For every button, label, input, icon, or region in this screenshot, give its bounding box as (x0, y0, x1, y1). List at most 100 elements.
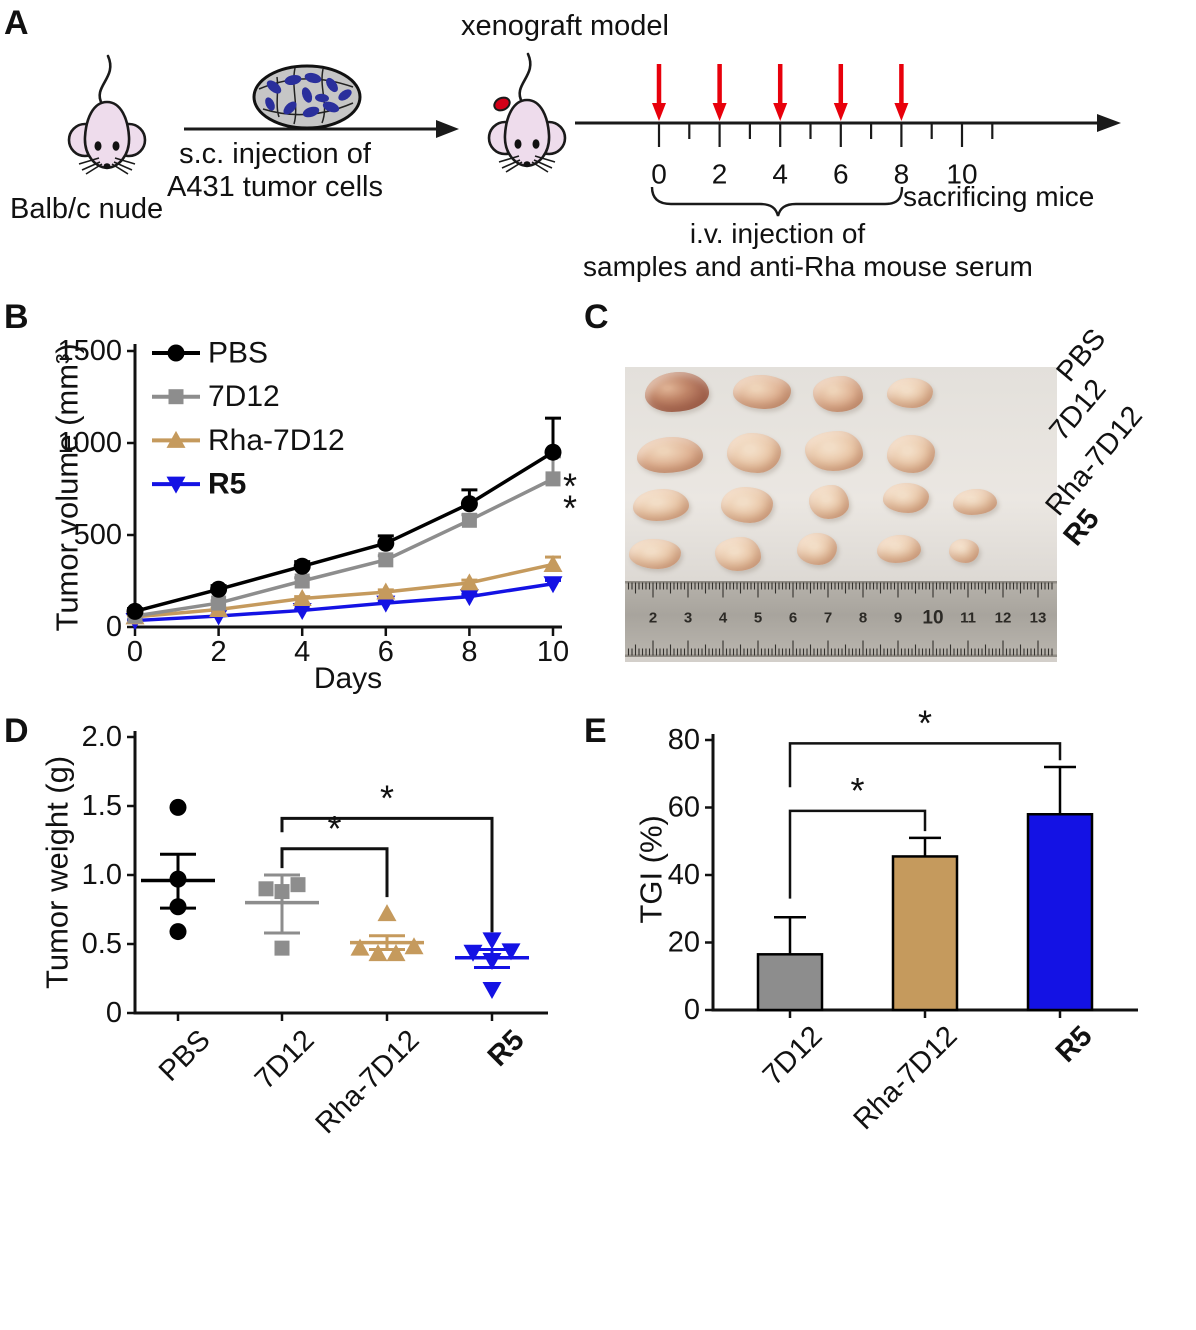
ruler-number: 3 (684, 610, 692, 627)
d-category-label-7D12: 7D12 (248, 1024, 321, 1096)
timeline-tick-label: 0 (651, 159, 667, 190)
y-tick-label: 0 (684, 994, 700, 1026)
legend-label: 7D12 (208, 380, 280, 413)
tgi-axis-title: TGI (%) (633, 815, 669, 924)
point-triangle-down (482, 982, 502, 1000)
axes (133, 731, 548, 1015)
tgi-chart: 0 20 40 60 80 * * (668, 702, 1138, 1026)
tumor-volume-axis-title: Tumor volume (mm³) (49, 343, 85, 632)
tumor (949, 539, 979, 563)
tumor-photo: 2 3 4 5 6 7 8 9 10 11 12 13 (625, 367, 1057, 662)
ruler-number: 9 (894, 610, 902, 627)
series-line-R5 (134, 582, 554, 623)
point-square (545, 471, 561, 487)
panel-label-a: A (4, 4, 29, 42)
significance-asterisk: * (327, 808, 341, 849)
tumor-cells-icon (252, 64, 362, 130)
significance-bracket (788, 809, 927, 899)
point-square (294, 573, 310, 589)
tumor (813, 376, 863, 412)
tumor (877, 535, 921, 563)
x-tick-label: 6 (378, 636, 394, 668)
tumor (721, 487, 773, 523)
ruler-number: 6 (789, 610, 797, 627)
ruler-number: 5 (754, 610, 762, 627)
point-square (168, 389, 184, 405)
tumor (883, 483, 929, 513)
ruler-number: 13 (1030, 610, 1047, 627)
d-category-label-Rha-7D12: Rha-7D12 (309, 1024, 426, 1141)
balbc-mouse-icon (67, 54, 147, 176)
point-square (127, 608, 143, 624)
significance-bracket (788, 742, 1062, 788)
point-triangle-down (125, 613, 145, 631)
ruler-number: 2 (649, 610, 657, 627)
point-triangle-down (376, 595, 396, 613)
y-tick-label: 40 (668, 859, 700, 891)
panel-label-c: C (584, 298, 609, 336)
y-tick-label: 2.0 (82, 721, 122, 753)
tumor (887, 378, 933, 408)
point-triangle-up (209, 600, 229, 618)
point-square (274, 884, 290, 900)
timeline-tick-label: 6 (833, 159, 849, 190)
tumor (733, 375, 791, 409)
ruler-number: 4 (719, 610, 728, 627)
point-circle (169, 870, 187, 888)
y-tick-label: 20 (668, 927, 700, 959)
point-circle (126, 602, 144, 620)
injection-day-arrowhead (894, 103, 909, 121)
y-tick-label: 1.0 (82, 859, 122, 891)
point-circle (169, 923, 187, 941)
tumor (633, 489, 689, 521)
injection-day-arrowhead (712, 103, 727, 121)
injection-day-arrowhead (652, 103, 666, 121)
point-triangle-down (501, 943, 521, 961)
point-triangle-up (377, 904, 397, 922)
series-line-7D12 (134, 477, 554, 618)
x-tick-label: 10 (537, 636, 569, 668)
significance-asterisk: * (563, 488, 577, 529)
panel-a-art (67, 52, 904, 217)
point-circle (167, 344, 185, 362)
point-triangle-up (292, 588, 312, 606)
legend-label: Rha-7D12 (208, 424, 345, 457)
point-circle (460, 495, 478, 513)
tumor-icon (493, 96, 511, 112)
point-triangle-down (166, 476, 186, 494)
ruler-number: 10 (922, 608, 943, 629)
point-triangle-down (209, 608, 229, 626)
point-triangle-up (166, 430, 186, 448)
axes (711, 734, 1138, 1012)
d-category-label-PBS: PBS (152, 1024, 217, 1088)
tumor-weight-axis-title: Tumor weight (g) (39, 755, 75, 989)
point-circle (169, 898, 187, 916)
timeline: 0 2 4 6 8 10 (575, 64, 1121, 190)
injection-day-arrowhead (773, 103, 788, 121)
sc-injection-caption-line1: s.c. injection of (179, 138, 371, 170)
tumor (805, 431, 863, 471)
point-triangle-down (482, 932, 502, 950)
timeline-tick-label: 10 (946, 159, 977, 190)
point-square (274, 940, 290, 956)
point-triangle-down (463, 944, 483, 962)
injection-arrowhead (436, 120, 459, 138)
series-line-Rha-7D12 (134, 562, 554, 619)
point-triangle-up (404, 937, 424, 955)
sacrificing-mice-label: sacrificing mice (903, 181, 1095, 212)
tumor (637, 437, 703, 473)
injection-day-arrowhead (833, 103, 848, 121)
panel-a-title: xenograft model (461, 10, 669, 42)
photo-row-label-R5: R5 (1057, 503, 1106, 552)
ruler-number: 11 (960, 610, 976, 627)
timeline-tick-label: 4 (772, 159, 788, 190)
timeline-tick-label: 8 (894, 159, 910, 190)
brace (650, 186, 904, 217)
point-circle (377, 534, 395, 552)
point-circle (169, 798, 187, 816)
significance-bracket (280, 816, 494, 933)
bar-7D12 (756, 953, 824, 1012)
point-triangle-up (543, 554, 563, 572)
x-tick-label: 8 (461, 636, 477, 668)
ruler-number: 12 (995, 610, 1012, 627)
